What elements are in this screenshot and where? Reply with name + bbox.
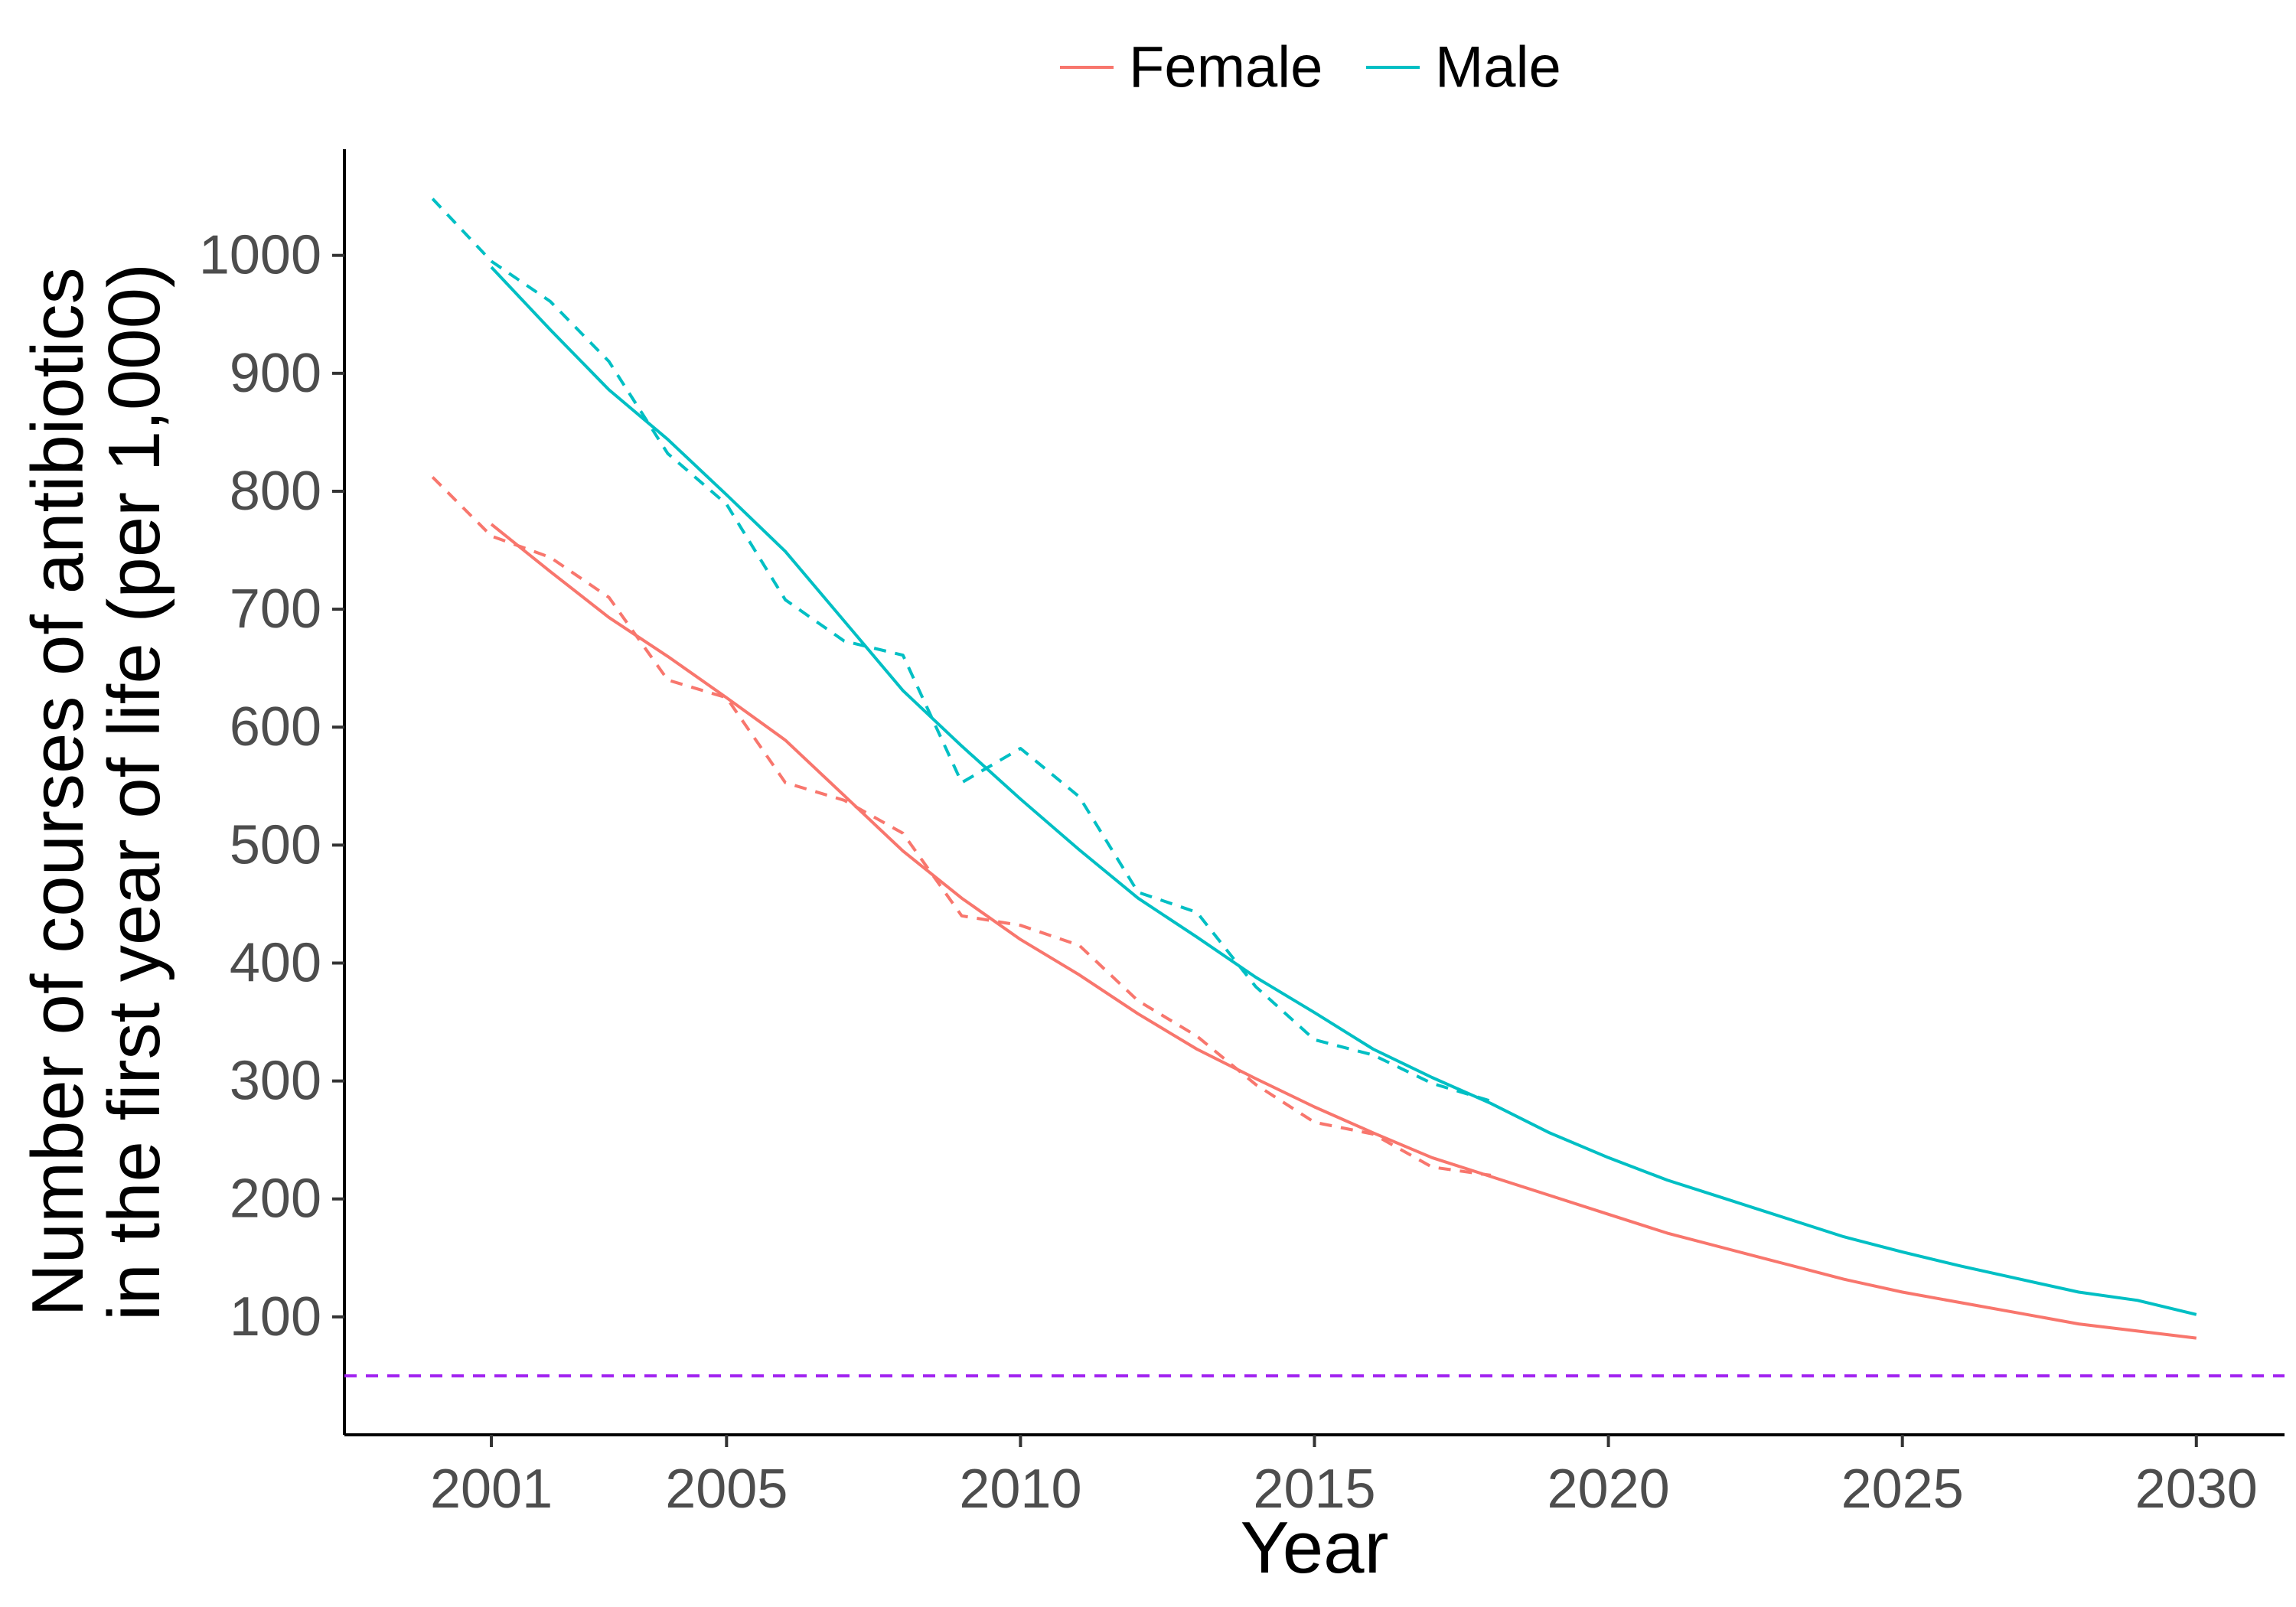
y-tick-label: 900	[230, 343, 321, 404]
y-tick-label: 700	[230, 579, 321, 640]
x-tick-label: 2020	[1548, 1459, 1670, 1520]
y-axis-title-line-1: Number of courses of antibiotics	[17, 267, 99, 1316]
y-axis-title-line-2: in the first year of life (per 1,000)	[93, 263, 175, 1321]
x-tick-label: 2025	[1841, 1459, 1964, 1520]
x-tick-label: 2030	[2135, 1459, 2258, 1520]
y-tick-label: 100	[230, 1286, 321, 1348]
female-observed-line	[431, 476, 1492, 1177]
y-tick-label: 800	[230, 461, 321, 522]
y-tick-label: 300	[230, 1051, 321, 1112]
legend-label-female: Female	[1129, 35, 1322, 100]
male-observed-line	[431, 197, 1492, 1103]
female-fitted-line	[490, 523, 2197, 1340]
y-tick-label: 200	[230, 1169, 321, 1230]
y-tick-label: 400	[230, 932, 321, 993]
legend-label-male: Male	[1435, 35, 1561, 100]
male-fitted-line	[490, 266, 2197, 1316]
x-tick-label: 2005	[665, 1459, 788, 1520]
y-tick-label: 600	[230, 696, 321, 758]
x-tick-label: 2010	[959, 1459, 1081, 1520]
y-tick-label: 1000	[199, 225, 321, 286]
x-tick-label: 2001	[430, 1459, 553, 1520]
y-tick-label: 500	[230, 814, 321, 875]
x-axis-title: Year	[1241, 1507, 1389, 1589]
x-tick-label: 2015	[1253, 1459, 1375, 1520]
